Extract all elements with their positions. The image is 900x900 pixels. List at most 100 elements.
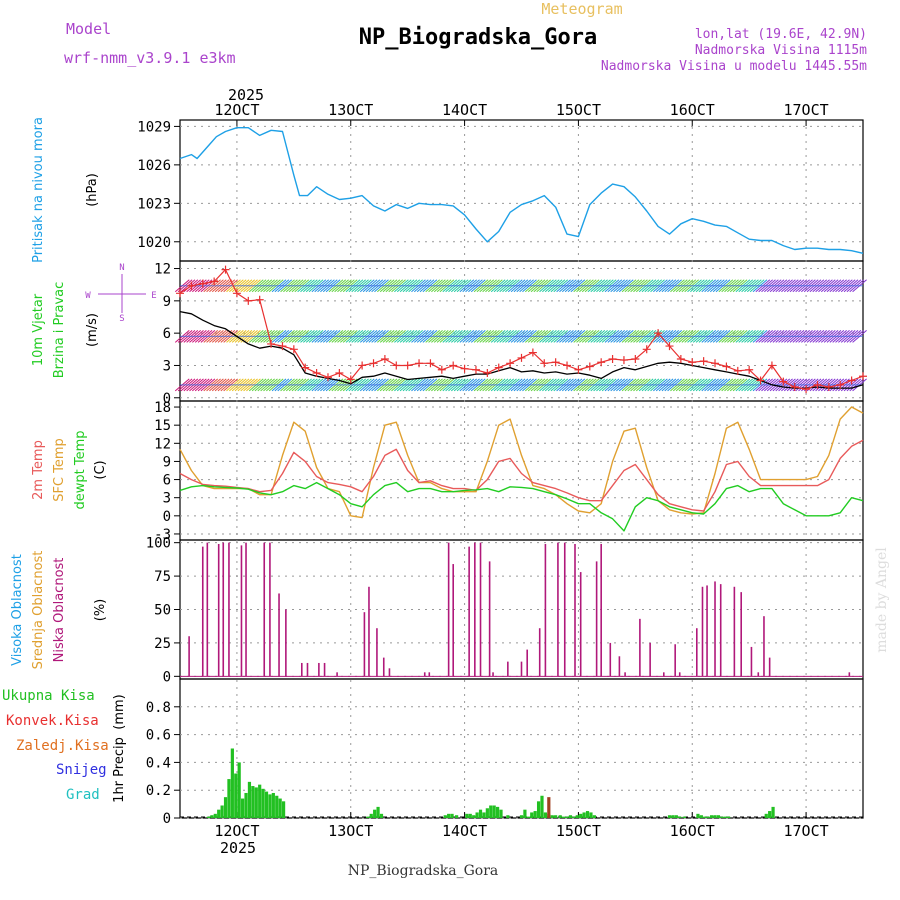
time-tick-label: 15OCT [556, 822, 601, 840]
wind-gust-marker [836, 380, 845, 389]
precip-bar [244, 792, 248, 818]
precip-panel [179, 678, 864, 819]
precip-bar [575, 815, 579, 818]
precip-bar [572, 816, 576, 818]
precip-bar [227, 779, 231, 818]
temperature-ytick-label: 18 [154, 400, 171, 416]
temperature-ytick-label: 3 [163, 491, 171, 507]
wind-gust-marker [255, 295, 264, 304]
wind-gust-marker [642, 345, 651, 354]
precip-bar [678, 816, 682, 818]
precip-ytick-label: 0.2 [146, 783, 171, 799]
wind-gust-marker [176, 289, 184, 298]
compass-n: N [119, 263, 124, 273]
wind-gust-marker [585, 362, 594, 371]
precip-bar [465, 813, 469, 818]
cloud-ytick-label: 75 [154, 569, 171, 585]
wind-gust-marker [483, 369, 492, 377]
precip-bar [568, 815, 573, 818]
precip-bar [703, 816, 707, 818]
wind-gust-marker [608, 355, 617, 363]
precip-bar [716, 815, 721, 818]
pressure-line [179, 127, 864, 254]
year-top: 2025 [228, 86, 264, 104]
precip-ytick-label: 0.4 [146, 755, 171, 771]
series-layer [174, 127, 867, 818]
bottom-time-axis: 12OCT 13OCT 14OCT 15OCT 16OCT 17OCT [214, 822, 828, 840]
precip-legend-frozen: Zaledj.Kisa [16, 738, 109, 754]
pressure-ytick-label: 1029 [137, 119, 171, 135]
precip-bar [727, 816, 731, 818]
precip-bar [489, 805, 493, 818]
model-label: Model [66, 20, 111, 38]
wind-gust-marker [449, 361, 458, 370]
wind-gust-marker [813, 380, 822, 389]
cloud-ytick-label: 50 [154, 603, 171, 619]
meteogram-label: Meteogram [541, 0, 622, 18]
wind-gust-marker [745, 365, 754, 374]
precip-bar [220, 805, 224, 818]
precip-bar [278, 798, 282, 818]
pressure-ytick-label: 1020 [137, 235, 171, 251]
pressure-ylabel: Pritisak na nivou mora [31, 117, 46, 263]
time-tick-label: 16OCT [670, 822, 715, 840]
time-tick-label: 12OCT [214, 822, 259, 840]
precip-bar [206, 816, 211, 818]
temperature-ytick-label: 0 [163, 509, 171, 525]
precip-bar [379, 813, 384, 818]
watermark: made by Angel [874, 547, 890, 653]
precip-bar [696, 813, 700, 818]
precip-bar [519, 815, 524, 818]
wind-gust-marker [767, 361, 776, 370]
wind-ytick-label: 3 [163, 358, 171, 374]
cloud-unit: (%) [93, 599, 108, 622]
wind-gust-marker [437, 365, 446, 374]
wind-gust-marker [779, 377, 788, 386]
precip-bar [592, 815, 596, 818]
cloud-mid-ylabel: Srednja Oblacnost [31, 551, 46, 670]
precip-bar [706, 816, 710, 818]
grid-lines [180, 120, 863, 819]
precip-bar [264, 791, 269, 818]
precip-bar [373, 809, 377, 818]
pressure-ytick-label: 1023 [137, 196, 171, 212]
precip-ytick-label: 0.8 [146, 700, 171, 716]
wind-gust-marker [426, 359, 435, 368]
top-time-axis: 12OCT 13OCT 14OCT 15OCT 16OCT 17OCT [214, 101, 828, 119]
precip-bar [585, 811, 590, 818]
precip-ytick-label: 0 [163, 811, 171, 827]
wind-gust-marker [631, 355, 640, 363]
precip-bar [443, 815, 447, 818]
precip-ytick-label: 0.6 [146, 728, 171, 744]
precip-bar [536, 801, 541, 818]
pressure-unit: (hPa) [85, 173, 100, 207]
time-tick-label: 13OCT [328, 101, 373, 119]
wind-gust-marker [403, 361, 412, 370]
precip-ylabel: 1hr Precip [112, 737, 127, 803]
wind-gust-marker [540, 359, 549, 368]
precip-bar [217, 809, 221, 818]
precip-bar [247, 781, 252, 818]
time-tick-label: 16OCT [670, 101, 715, 119]
wind-compass: N S W E [85, 263, 156, 324]
time-tick-label: 15OCT [556, 101, 601, 119]
wind-gust-marker [528, 348, 537, 357]
wind-gust-marker [506, 359, 515, 368]
precip-bar [450, 813, 454, 818]
precip-bar [671, 815, 675, 818]
precip-bar [533, 811, 537, 818]
wind-gust-marker [665, 342, 674, 351]
wind-gust-marker [847, 376, 856, 385]
precip-bar [376, 806, 380, 818]
temperature-ytick-label: 9 [163, 454, 171, 470]
temperature-panel [179, 400, 864, 541]
precip-bar [237, 762, 241, 818]
precip-bar [234, 773, 238, 818]
wind-gust-marker [824, 383, 833, 391]
wind-gust-marker [699, 357, 708, 366]
precip-bar [710, 815, 714, 818]
wind-ylabel: 10m Vjetar [31, 293, 46, 366]
precip-bar [526, 816, 530, 818]
precip-bar [213, 813, 217, 818]
wind-gust-marker [597, 358, 606, 367]
